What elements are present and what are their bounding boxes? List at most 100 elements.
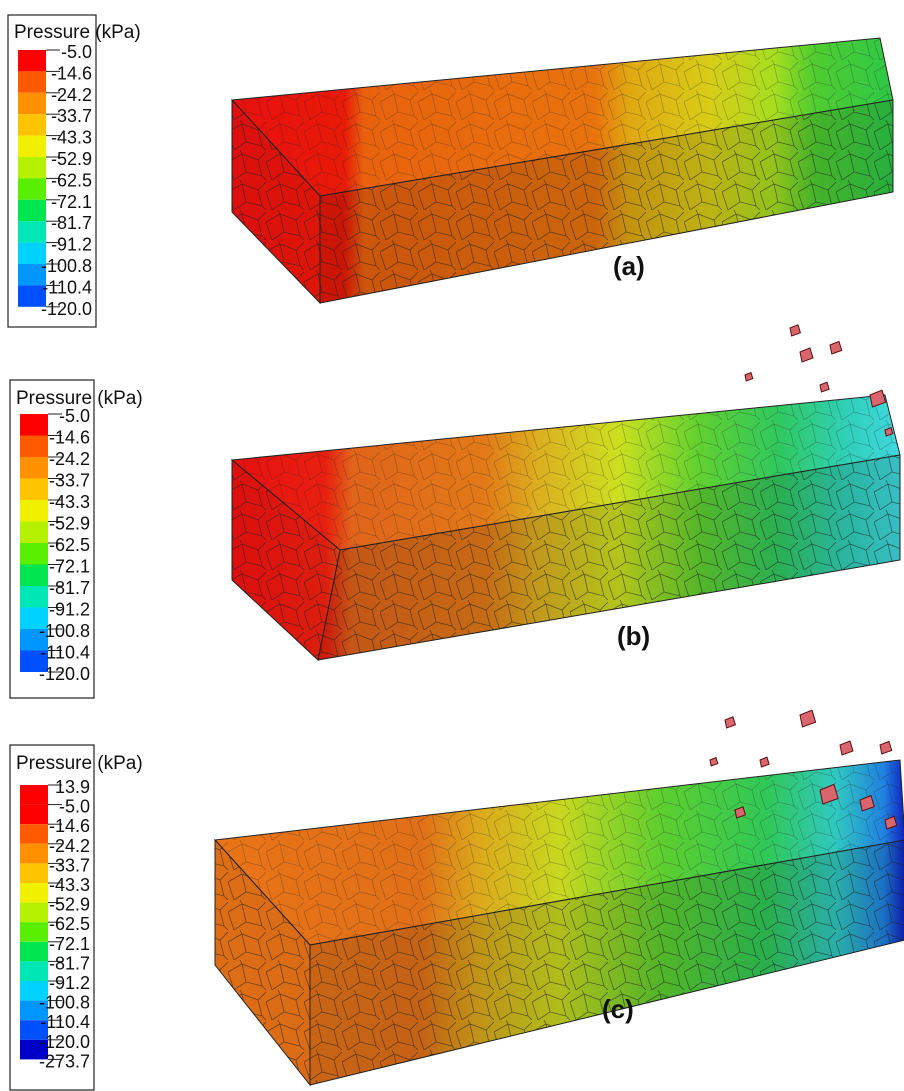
legend-cell bbox=[18, 221, 46, 243]
legend-cell bbox=[20, 1020, 48, 1040]
debris bbox=[744, 371, 754, 382]
legend-cell bbox=[18, 135, 46, 157]
debris bbox=[789, 324, 802, 337]
legend-label: -110.4 bbox=[42, 277, 92, 297]
legend-cell bbox=[20, 902, 48, 923]
block-front-mesh bbox=[318, 455, 900, 660]
block-top-mesh bbox=[232, 395, 900, 550]
legend-label: -72.1 bbox=[51, 192, 92, 212]
debris bbox=[884, 426, 894, 437]
legend-label: -91.2 bbox=[49, 973, 90, 993]
legend-cell bbox=[20, 961, 48, 981]
debris bbox=[819, 381, 830, 393]
legend-cell bbox=[18, 199, 46, 222]
legend-cell bbox=[20, 457, 48, 479]
block-top-mesh bbox=[232, 38, 893, 196]
legend-label: -91.2 bbox=[51, 235, 92, 255]
legend-cell bbox=[18, 71, 46, 93]
legend-cell bbox=[20, 564, 48, 586]
legend-cell bbox=[20, 883, 48, 903]
legend-cell bbox=[20, 586, 48, 608]
debris bbox=[734, 806, 747, 819]
debris bbox=[839, 740, 854, 756]
legend-cell bbox=[20, 922, 48, 942]
legend-cell bbox=[20, 1000, 48, 1021]
legend-label: -43.3 bbox=[51, 128, 92, 148]
debris bbox=[759, 756, 770, 768]
debris bbox=[799, 347, 814, 363]
legend-label: -43.3 bbox=[49, 492, 90, 512]
legend-cell bbox=[18, 50, 46, 72]
legend-cell bbox=[20, 414, 48, 436]
legend-cell bbox=[20, 863, 48, 883]
panel: Pressure (kPa)-5.0-14.6-24.2-33.7-43.3-5… bbox=[7, 14, 894, 328]
debris bbox=[869, 389, 887, 408]
legend-label: -52.9 bbox=[49, 514, 90, 534]
legend-cell bbox=[20, 521, 48, 543]
legend-cell bbox=[20, 650, 48, 672]
legend-title: Pressure (kPa) bbox=[16, 388, 143, 409]
legend-label: -14.6 bbox=[49, 428, 90, 448]
legend-label: -14.6 bbox=[49, 816, 90, 836]
legend-cell bbox=[20, 843, 48, 864]
block-end-mesh bbox=[232, 100, 320, 303]
legend-cell bbox=[20, 804, 48, 825]
legend-label: -81.7 bbox=[49, 578, 90, 598]
legend-label: -100.8 bbox=[41, 256, 92, 276]
legend-label: -100.8 bbox=[39, 621, 90, 641]
legend-label: -52.9 bbox=[51, 149, 92, 169]
debris bbox=[724, 716, 737, 729]
legend-label: -72.1 bbox=[49, 557, 90, 577]
legend-cell bbox=[20, 629, 48, 651]
panel: Pressure (kPa) 13.9-5.0-14.6-24.2-33.7-43… bbox=[9, 744, 904, 1091]
legend-title: Pressure (kPa) bbox=[16, 753, 143, 774]
legend-cell bbox=[18, 178, 46, 200]
legend-cell bbox=[20, 500, 48, 522]
legend-label: -33.7 bbox=[49, 471, 90, 491]
legend-label: -91.2 bbox=[49, 600, 90, 620]
legend-label: -24.2 bbox=[51, 85, 92, 105]
debris bbox=[859, 794, 875, 812]
legend-label: -62.5 bbox=[49, 535, 90, 555]
block-top-mesh bbox=[215, 760, 904, 945]
legend-label: -72.1 bbox=[49, 934, 90, 954]
legend-cell bbox=[20, 824, 48, 844]
legend-cell bbox=[18, 242, 46, 264]
legend-label: -120.0 bbox=[41, 299, 92, 319]
legend-cell bbox=[20, 1039, 48, 1060]
legend-label: -110.4 bbox=[40, 1012, 90, 1032]
debris bbox=[709, 756, 719, 767]
debris bbox=[884, 815, 898, 830]
legend-label: -5.0 bbox=[61, 42, 92, 62]
legend-cell bbox=[20, 941, 48, 962]
legend-label: -110.4 bbox=[40, 643, 90, 663]
debris bbox=[799, 709, 817, 728]
legend-label: -5.0 bbox=[59, 797, 90, 817]
legend-label: -81.7 bbox=[49, 953, 90, 973]
panel-label: (a) bbox=[613, 251, 645, 281]
legend-label: -62.5 bbox=[49, 914, 90, 934]
legend-label: -5.0 bbox=[59, 406, 90, 426]
legend-label: -81.7 bbox=[51, 213, 92, 233]
legend-label: -33.7 bbox=[51, 106, 92, 126]
legend-cell bbox=[18, 264, 46, 286]
panel-label: (c) bbox=[602, 994, 634, 1024]
legend-label: -62.5 bbox=[51, 170, 92, 190]
legend-cell bbox=[20, 435, 48, 457]
block-front-mesh bbox=[320, 100, 893, 303]
legend-title: Pressure (kPa) bbox=[14, 22, 141, 43]
debris bbox=[879, 740, 893, 755]
legend-cell bbox=[18, 114, 46, 136]
legend-label: -100.8 bbox=[39, 993, 90, 1013]
block-end-mesh bbox=[232, 460, 340, 660]
legend-label: -24.2 bbox=[49, 836, 90, 856]
legend-label: -120.0 bbox=[39, 664, 90, 684]
debris bbox=[829, 340, 843, 355]
block-end-mesh bbox=[215, 840, 310, 1085]
panel-label: (b) bbox=[617, 621, 650, 651]
debris bbox=[819, 783, 839, 805]
legend-label: -273.7 bbox=[39, 1051, 90, 1071]
legend-cell bbox=[20, 785, 48, 805]
legend-cell bbox=[20, 543, 48, 565]
